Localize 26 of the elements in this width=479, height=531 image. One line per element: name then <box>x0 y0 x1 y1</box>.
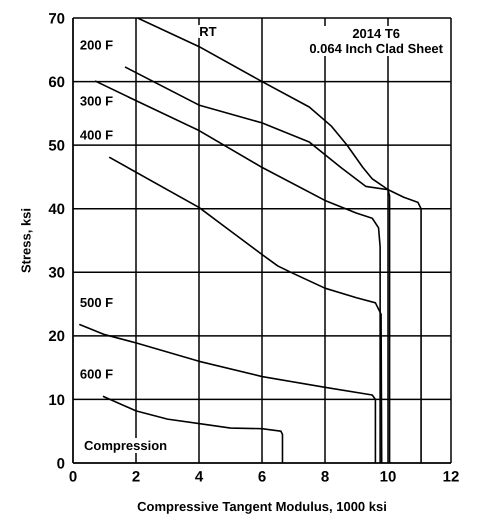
annotation: Compression <box>84 438 168 453</box>
x-tick-label: 12 <box>442 468 460 486</box>
x-tick-label: 0 <box>68 468 78 486</box>
y-tick-label: 60 <box>48 74 65 91</box>
x-tick-label: 8 <box>320 468 330 486</box>
series-label: 600 F <box>80 366 114 382</box>
x-axis-title: Compressive Tangent Modulus, 1000 ksi <box>137 499 387 514</box>
y-tick-label: 70 <box>48 10 65 28</box>
y-tick-label: 30 <box>48 264 65 282</box>
y-tick-label: 50 <box>48 137 65 154</box>
annotation: 0.064 Inch Clad Sheet <box>309 41 443 56</box>
y-axis-title: Stress, ksi <box>18 208 34 274</box>
y-tick-label: 20 <box>48 328 65 346</box>
y-tick-label: 0 <box>56 455 65 472</box>
x-tick-label: 10 <box>380 468 396 486</box>
series-label: RT <box>199 24 217 39</box>
y-tick-label: 10 <box>48 392 65 409</box>
x-tick-label: 6 <box>258 468 266 486</box>
x-tick-label: 2 <box>132 468 140 486</box>
series-label: 300 F <box>80 94 114 109</box>
series-label: 400 F <box>80 128 114 143</box>
series-label: 500 F <box>80 294 114 310</box>
annotation: 2014 T6 <box>351 26 402 41</box>
y-tick-label: 40 <box>48 201 65 218</box>
x-tick-label: 4 <box>194 468 204 486</box>
series-label: 200 F <box>80 37 114 52</box>
